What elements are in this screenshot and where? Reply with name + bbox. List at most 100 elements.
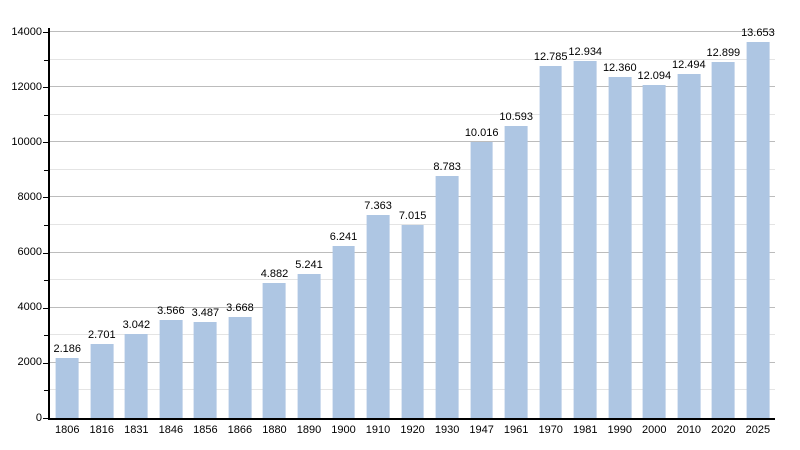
x-axis-tick-label: 1806 bbox=[55, 424, 80, 436]
bar-column-1866: 3.668 bbox=[223, 32, 258, 418]
bar-column-1900: 6.241 bbox=[326, 32, 361, 418]
bar-value-label: 2.186 bbox=[53, 342, 82, 355]
gridline-minor bbox=[50, 224, 775, 225]
bar bbox=[608, 77, 632, 418]
bar bbox=[263, 283, 286, 418]
gridline-major bbox=[50, 31, 775, 32]
y-axis-tick bbox=[43, 87, 48, 89]
bar-column-1910: 7.363 bbox=[361, 32, 396, 418]
bar-column-2000: 12.094 bbox=[637, 32, 672, 418]
gridline-minor bbox=[50, 58, 775, 60]
x-axis-tick-label: 1930 bbox=[434, 424, 460, 436]
bar-value-label: 12.785 bbox=[533, 50, 568, 63]
y-axis-tick-label: 4000 bbox=[17, 301, 42, 314]
x-axis-tick-label: 1856 bbox=[193, 424, 218, 436]
bar-column-1856: 3.487 bbox=[188, 32, 223, 418]
y-axis-tick bbox=[44, 335, 48, 337]
bar bbox=[159, 319, 183, 418]
bar bbox=[642, 84, 666, 418]
bar bbox=[90, 343, 114, 418]
bar-column-1890: 5.241 bbox=[292, 32, 327, 418]
x-axis-tick-label: 1961 bbox=[503, 424, 529, 436]
y-axis-tick bbox=[44, 59, 48, 61]
y-axis-tick-label: 10000 bbox=[11, 135, 42, 148]
x-axis-tick-label: 1846 bbox=[158, 424, 184, 436]
bar bbox=[677, 73, 701, 418]
bar-column-2020: 12.899 bbox=[706, 32, 741, 418]
gridline-minor bbox=[50, 168, 775, 170]
x-axis-tick-label: 2010 bbox=[676, 424, 702, 436]
y-axis-tick bbox=[43, 142, 48, 144]
bar bbox=[573, 61, 597, 418]
bar-column-1981: 12.934 bbox=[568, 32, 603, 418]
y-axis-tick bbox=[43, 418, 48, 419]
x-axis-tick-label: 2020 bbox=[711, 424, 736, 436]
bar-column-1947: 10.016 bbox=[464, 32, 499, 418]
bar-column-1990: 12.360 bbox=[603, 32, 638, 418]
bar bbox=[366, 215, 390, 418]
y-axis-tick bbox=[43, 362, 48, 364]
x-axis-tick-label: 1910 bbox=[365, 424, 391, 436]
bar-value-label: 3.668 bbox=[226, 301, 254, 314]
x-axis-tick-label: 1990 bbox=[607, 424, 632, 436]
y-axis-tick bbox=[44, 390, 48, 392]
bar bbox=[194, 321, 217, 418]
y-axis-tick bbox=[44, 280, 48, 282]
bar-value-label: 10.016 bbox=[464, 126, 499, 139]
x-axis-tick-label: 1866 bbox=[227, 424, 253, 436]
bar bbox=[470, 141, 494, 418]
y-axis-tick bbox=[44, 169, 48, 171]
x-axis-tick-label: 1970 bbox=[538, 424, 563, 436]
x-axis-tick-label: 1816 bbox=[89, 424, 115, 436]
bar-column-1961: 10.593 bbox=[499, 32, 534, 418]
y-axis-tick-label: 14000 bbox=[11, 25, 42, 38]
bar-value-label: 8.783 bbox=[433, 160, 461, 173]
x-axis-tick-label: 2025 bbox=[745, 424, 771, 436]
bar-column-1806: 2.186 bbox=[50, 32, 85, 418]
bar bbox=[332, 245, 355, 418]
x-axis-tick-label: 1981 bbox=[572, 424, 598, 436]
bar-value-label: 12.899 bbox=[706, 47, 741, 60]
bar-value-label: 3.487 bbox=[191, 306, 220, 319]
bar-value-label: 4.882 bbox=[260, 268, 289, 281]
bar-value-label: 3.042 bbox=[122, 319, 151, 332]
y-axis-tick-label: 2000 bbox=[17, 356, 42, 369]
bar-column-1846: 3.566 bbox=[154, 32, 189, 418]
bar-value-label: 7.363 bbox=[364, 200, 392, 212]
bar-column-1880: 4.882 bbox=[257, 32, 292, 418]
bar bbox=[124, 334, 148, 418]
y-axis-tick bbox=[43, 32, 48, 33]
x-axis-tick-label: 1947 bbox=[469, 424, 494, 436]
bar-value-label: 3.566 bbox=[157, 304, 185, 317]
y-axis-tick-label: 8000 bbox=[17, 190, 42, 203]
bar-column-2010: 12.494 bbox=[672, 32, 707, 418]
bar-column-1831: 3.042 bbox=[119, 32, 154, 418]
bar-value-label: 13.653 bbox=[741, 26, 775, 39]
bar bbox=[401, 224, 424, 418]
y-axis-tick bbox=[44, 225, 48, 226]
x-axis-tick-label: 1890 bbox=[296, 424, 322, 436]
y-axis-tick-label: 6000 bbox=[17, 246, 42, 259]
bar-value-label: 5.241 bbox=[295, 258, 323, 271]
y-axis-line bbox=[48, 28, 50, 420]
bar bbox=[539, 65, 563, 418]
gridline-minor bbox=[50, 113, 775, 115]
bar-value-label: 7.015 bbox=[398, 209, 427, 222]
gridline-major bbox=[50, 196, 775, 198]
x-axis-line bbox=[48, 418, 775, 420]
y-axis-tick bbox=[43, 197, 48, 199]
bar-column-1816: 2.701 bbox=[85, 32, 120, 418]
bar bbox=[746, 41, 770, 418]
bar-value-label: 6.241 bbox=[329, 230, 358, 243]
y-axis-tick-label: 0 bbox=[35, 411, 42, 424]
bar-column-1920: 7.015 bbox=[395, 32, 430, 418]
x-axis-tick-label: 1831 bbox=[124, 424, 149, 436]
x-axis-tick-labels: 1806 1816 1831 1846 1856 1866 1880 1890 1900 1910… bbox=[50, 424, 775, 436]
bar-value-label: 12.934 bbox=[568, 46, 603, 59]
y-axis-tick bbox=[43, 307, 48, 309]
bar bbox=[228, 316, 252, 418]
bar-value-label: 12.494 bbox=[672, 58, 706, 71]
bars-row: 2.186 2.701 3.042 3.566 3.487 3.668 4.882 5.241… bbox=[50, 27, 775, 418]
x-axis-tick-label: 1920 bbox=[400, 424, 425, 436]
y-axis-tick bbox=[43, 252, 48, 254]
